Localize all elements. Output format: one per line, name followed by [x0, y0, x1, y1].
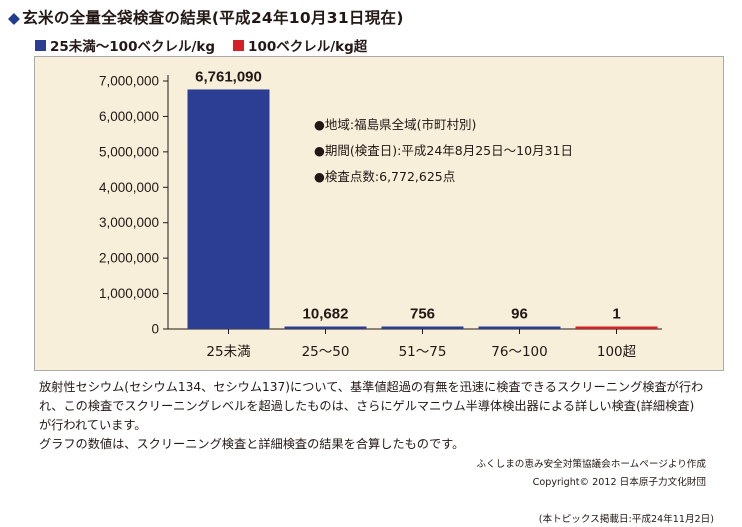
legend-label-over-100: 100ベクレル/kg超	[248, 39, 368, 55]
bar-4	[575, 326, 658, 329]
info-line-3: ●検査点数:6,772,625点	[314, 169, 455, 184]
y-tick-label: 7,000,000	[99, 74, 159, 89]
legend-item-over-100: 100ベクレル/kg超	[233, 35, 367, 55]
legend-swatch-red	[233, 39, 245, 51]
title-text: 玄米の全量全袋検査の結果(平成24年10月31日現在)	[22, 9, 404, 27]
x-tick-label: 100超	[597, 344, 637, 360]
y-tick-label: 3,000,000	[99, 215, 159, 230]
data-label: 756	[410, 306, 435, 323]
note-sum: グラフの数値は、スクリーニング検査と詳細検査の結果を合算したものです。	[39, 437, 465, 451]
y-tick-label: 2,000,000	[99, 251, 159, 266]
page-title: ◆ 玄米の全量全袋検査の結果(平成24年10月31日現在)	[8, 6, 404, 28]
source-credit: ふくしまの恵み安全対策協議会ホームページより作成 Copyright© 2012…	[476, 456, 706, 492]
legend-item-under-100: 25未満〜100ベクレル/kg	[35, 35, 215, 55]
x-tick-label: 25未満	[206, 344, 250, 360]
bar-0	[187, 89, 270, 330]
diamond-icon: ◆	[8, 9, 21, 27]
x-tick-label: 25〜50	[302, 344, 350, 360]
info-line-1: ●地域:福島県全域(市町村別)	[314, 117, 476, 132]
legend-swatch-blue	[35, 39, 46, 51]
chart-panel: 0 1,000,000 2,000,000 3,000,000 4,000,000 5,0…	[34, 56, 724, 371]
bar-chart: 0 1,000,000 2,000,000 3,000,000 4,000,000 5,0…	[99, 68, 662, 360]
bar-2	[381, 326, 464, 329]
legend-label-under-100: 25未満〜100ベクレル/kg	[50, 39, 216, 55]
y-tick-label: 6,000,000	[99, 109, 159, 124]
y-tick-label: 1,000,000	[99, 286, 159, 301]
data-label: 6,761,090	[195, 68, 262, 85]
data-label: 96	[511, 306, 528, 323]
published-date: (本トピックス掲載日:平成24年11月2日)	[538, 514, 714, 525]
source-text: ふくしまの恵み安全対策協議会ホームページより作成	[476, 459, 706, 470]
info-line-2: ●期間(検査日):平成24年8月25日〜10月31日	[314, 143, 573, 158]
copyright-text: Copyright© 2012 日本原子力文化財団	[532, 477, 706, 488]
data-label: 10,682	[303, 306, 349, 323]
y-tick-label: 0	[151, 322, 159, 337]
data-label: 1	[612, 306, 620, 323]
x-tick-label: 51〜75	[399, 344, 447, 360]
chart-legend: 25未満〜100ベクレル/kg 100ベクレル/kg超	[35, 35, 385, 55]
note-body: 放射性セシウム(セシウム134、セシウム137)について、基準値超過の有無を迅速…	[39, 380, 704, 432]
bar-1	[284, 326, 367, 329]
y-tick-label: 4,000,000	[99, 180, 159, 195]
bar-3	[478, 326, 561, 329]
explanation-notes: 放射性セシウム(セシウム134、セシウム137)について、基準値超過の有無を迅速…	[39, 378, 704, 454]
y-tick-label: 5,000,000	[99, 144, 159, 159]
x-tick-label: 76〜100	[491, 344, 547, 360]
